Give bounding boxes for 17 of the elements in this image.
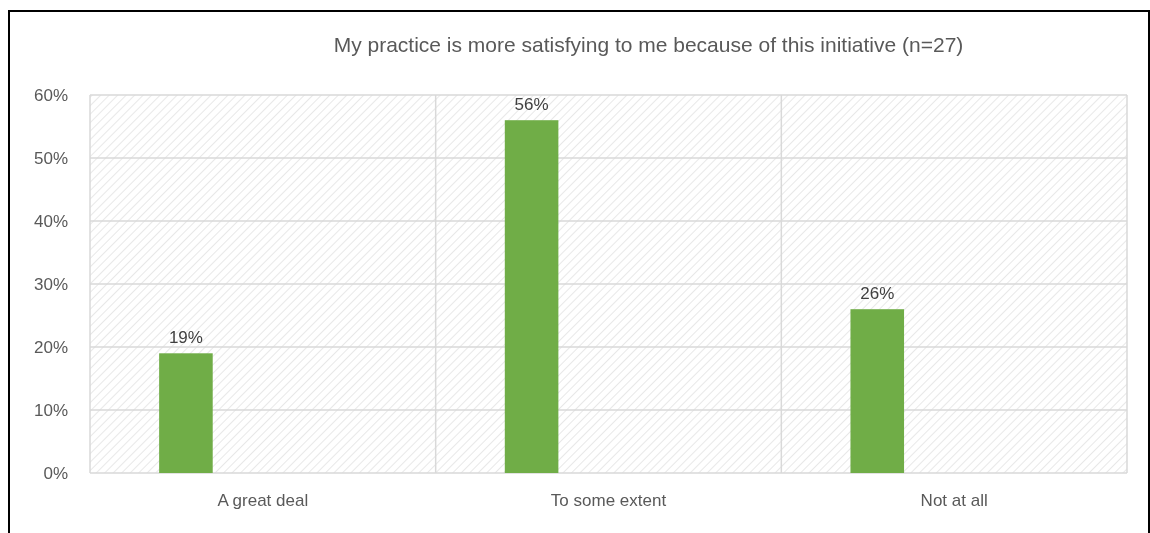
y-tick-label: 40%	[33, 211, 68, 231]
x-tick-label: To some extent	[550, 491, 667, 510]
y-tick-label: 10%	[33, 400, 68, 420]
chart-title: My practice is more satisfying to me because of this initiative (n=27)	[333, 33, 964, 56]
x-tick-label: Not at all	[920, 491, 988, 510]
data-label: 26%	[860, 284, 895, 304]
data-label: 56%	[514, 95, 549, 115]
bar	[504, 120, 559, 473]
bar	[850, 309, 905, 473]
data-label: 19%	[168, 328, 203, 348]
x-tick-label: A great deal	[217, 491, 309, 510]
y-tick-label: 20%	[33, 337, 68, 357]
y-tick-label: 60%	[33, 85, 68, 105]
y-tick-label: 50%	[33, 148, 68, 168]
y-tick-label: 30%	[33, 274, 68, 294]
bar	[159, 353, 213, 473]
y-tick-label: 0%	[43, 463, 68, 483]
